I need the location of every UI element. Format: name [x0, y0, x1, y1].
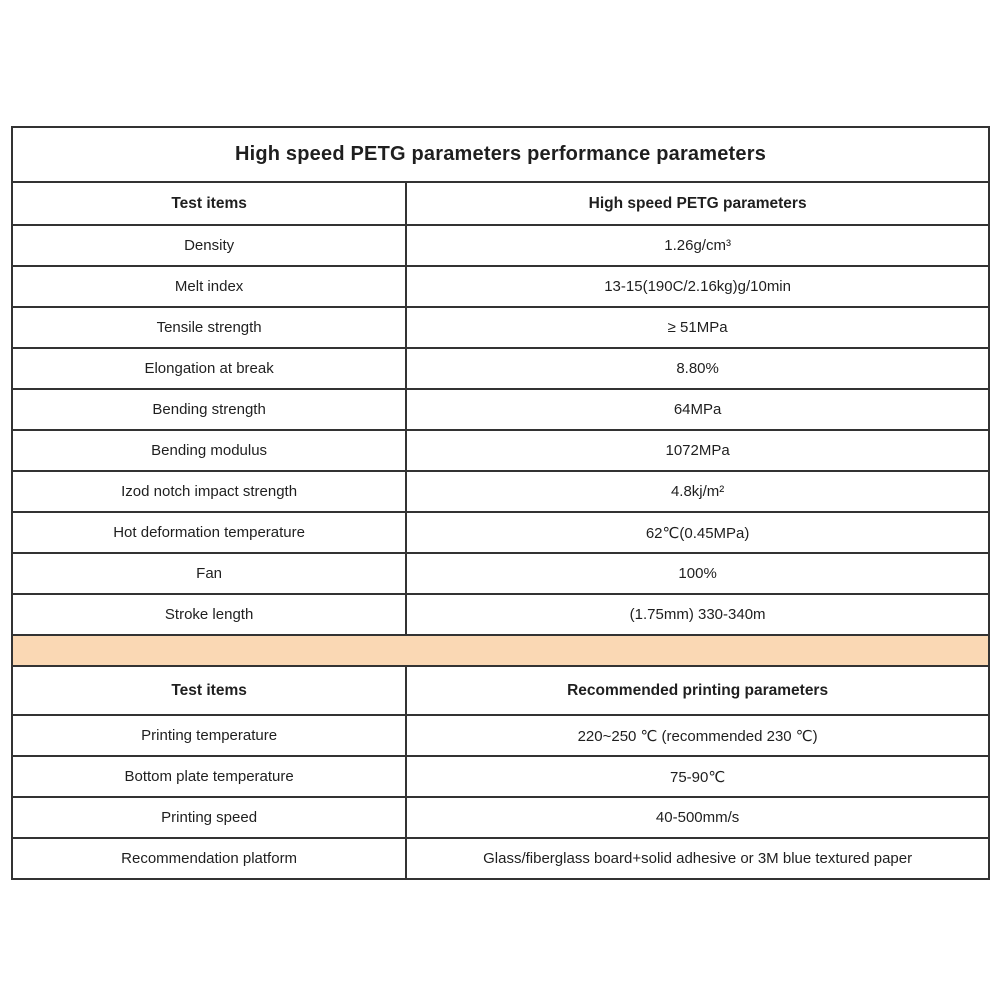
spec-table: High speed PETG parameters performance p… — [10, 126, 990, 880]
divider-band — [11, 634, 990, 667]
table-row-bottom-plate-temperature: Bottom plate temperature 75-90℃ — [10, 755, 990, 798]
value-cell: 40-500mm/s — [405, 796, 990, 839]
table-row-stroke-length: Stroke length (1.75mm) 330-340m — [10, 593, 990, 636]
value-cell: 1.26g/cm³ — [405, 224, 990, 267]
test-item-cell: Printing temperature — [10, 714, 408, 757]
table-row-fan: Fan 100% — [10, 552, 990, 595]
table-title-row: High speed PETG parameters performance p… — [11, 126, 990, 183]
table-row-printing-speed: Printing speed 40-500mm/s — [10, 796, 990, 839]
value-cell: 64MPa — [405, 388, 990, 431]
test-item-cell: Density — [10, 224, 408, 267]
test-item-cell: Izod notch impact strength — [10, 470, 408, 513]
table-row-melt-index: Melt index 13-15(190C/2.16kg)g/10min — [10, 265, 990, 308]
value-cell: ≥ 51MPa — [405, 306, 990, 349]
test-item-cell: Fan — [10, 552, 408, 595]
table-row-bending-modulus: Bending modulus 1072MPa — [10, 429, 990, 472]
section2-header-item: Test items — [10, 665, 408, 716]
test-item-cell: Elongation at break — [10, 347, 408, 390]
section1-header-item: Test items — [10, 181, 408, 226]
table-row-recommendation-platform: Recommendation platform Glass/fiberglass… — [10, 837, 990, 880]
test-item-cell: Hot deformation temperature — [10, 511, 408, 554]
test-item-cell: Tensile strength — [10, 306, 408, 349]
value-cell: 62℃(0.45MPa) — [405, 511, 990, 554]
section1-header-value: High speed PETG parameters — [405, 181, 990, 226]
value-cell: Glass/fiberglass board+solid adhesive or… — [405, 837, 990, 880]
spec-sheet: High speed PETG parameters performance p… — [10, 126, 990, 880]
table-row-printing-temperature: Printing temperature 220~250 ℃ (recommen… — [10, 714, 990, 757]
value-cell: (1.75mm) 330-340m — [405, 593, 990, 636]
table-row-hot-deformation: Hot deformation temperature 62℃(0.45MPa) — [10, 511, 990, 554]
test-item-cell: Bending modulus — [10, 429, 408, 472]
test-item-cell: Bending strength — [10, 388, 408, 431]
test-item-cell: Recommendation platform — [10, 837, 408, 880]
value-cell: 8.80% — [405, 347, 990, 390]
table-row-density: Density 1.26g/cm³ — [10, 224, 990, 267]
section2-header-value: Recommended printing parameters — [405, 665, 990, 716]
value-cell: 4.8kj/m² — [405, 470, 990, 513]
table-row-izod-impact: Izod notch impact strength 4.8kj/m² — [10, 470, 990, 513]
value-cell: 13-15(190C/2.16kg)g/10min — [405, 265, 990, 308]
test-item-cell: Bottom plate temperature — [10, 755, 408, 798]
table-title: High speed PETG parameters performance p… — [11, 126, 990, 183]
test-item-cell: Stroke length — [10, 593, 408, 636]
section2-header-row: Test items Recommended printing paramete… — [10, 665, 990, 716]
value-cell: 1072MPa — [405, 429, 990, 472]
table-row-bending-strength: Bending strength 64MPa — [10, 388, 990, 431]
test-item-cell: Melt index — [10, 265, 408, 308]
value-cell: 100% — [405, 552, 990, 595]
value-cell: 220~250 ℃ (recommended 230 ℃) — [405, 714, 990, 757]
table-row-tensile-strength: Tensile strength ≥ 51MPa — [10, 306, 990, 349]
divider-band-row — [11, 634, 990, 667]
value-cell: 75-90℃ — [405, 755, 990, 798]
section1-header-row: Test items High speed PETG parameters — [10, 181, 990, 226]
test-item-cell: Printing speed — [10, 796, 408, 839]
table-row-elongation: Elongation at break 8.80% — [10, 347, 990, 390]
